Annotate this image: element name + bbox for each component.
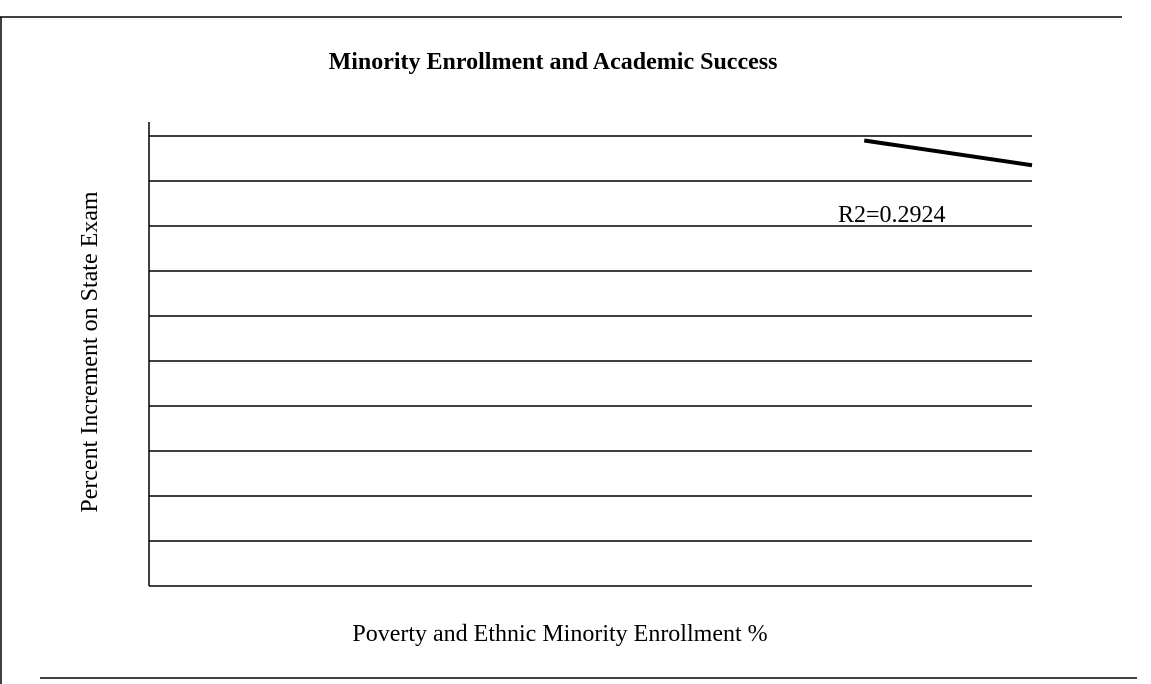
gridlines [149, 135, 1032, 542]
r-squared-annotation: R2=0.2924 [838, 202, 946, 228]
y-axis-label: Percent Increment on State Exam [77, 191, 103, 513]
trend-line [863, 138, 1033, 168]
x-axis-label: Poverty and Ethnic Minority Enrollment % [352, 621, 767, 647]
series-group [863, 138, 1033, 168]
chart-title: Minority Enrollment and Academic Success [329, 49, 778, 75]
